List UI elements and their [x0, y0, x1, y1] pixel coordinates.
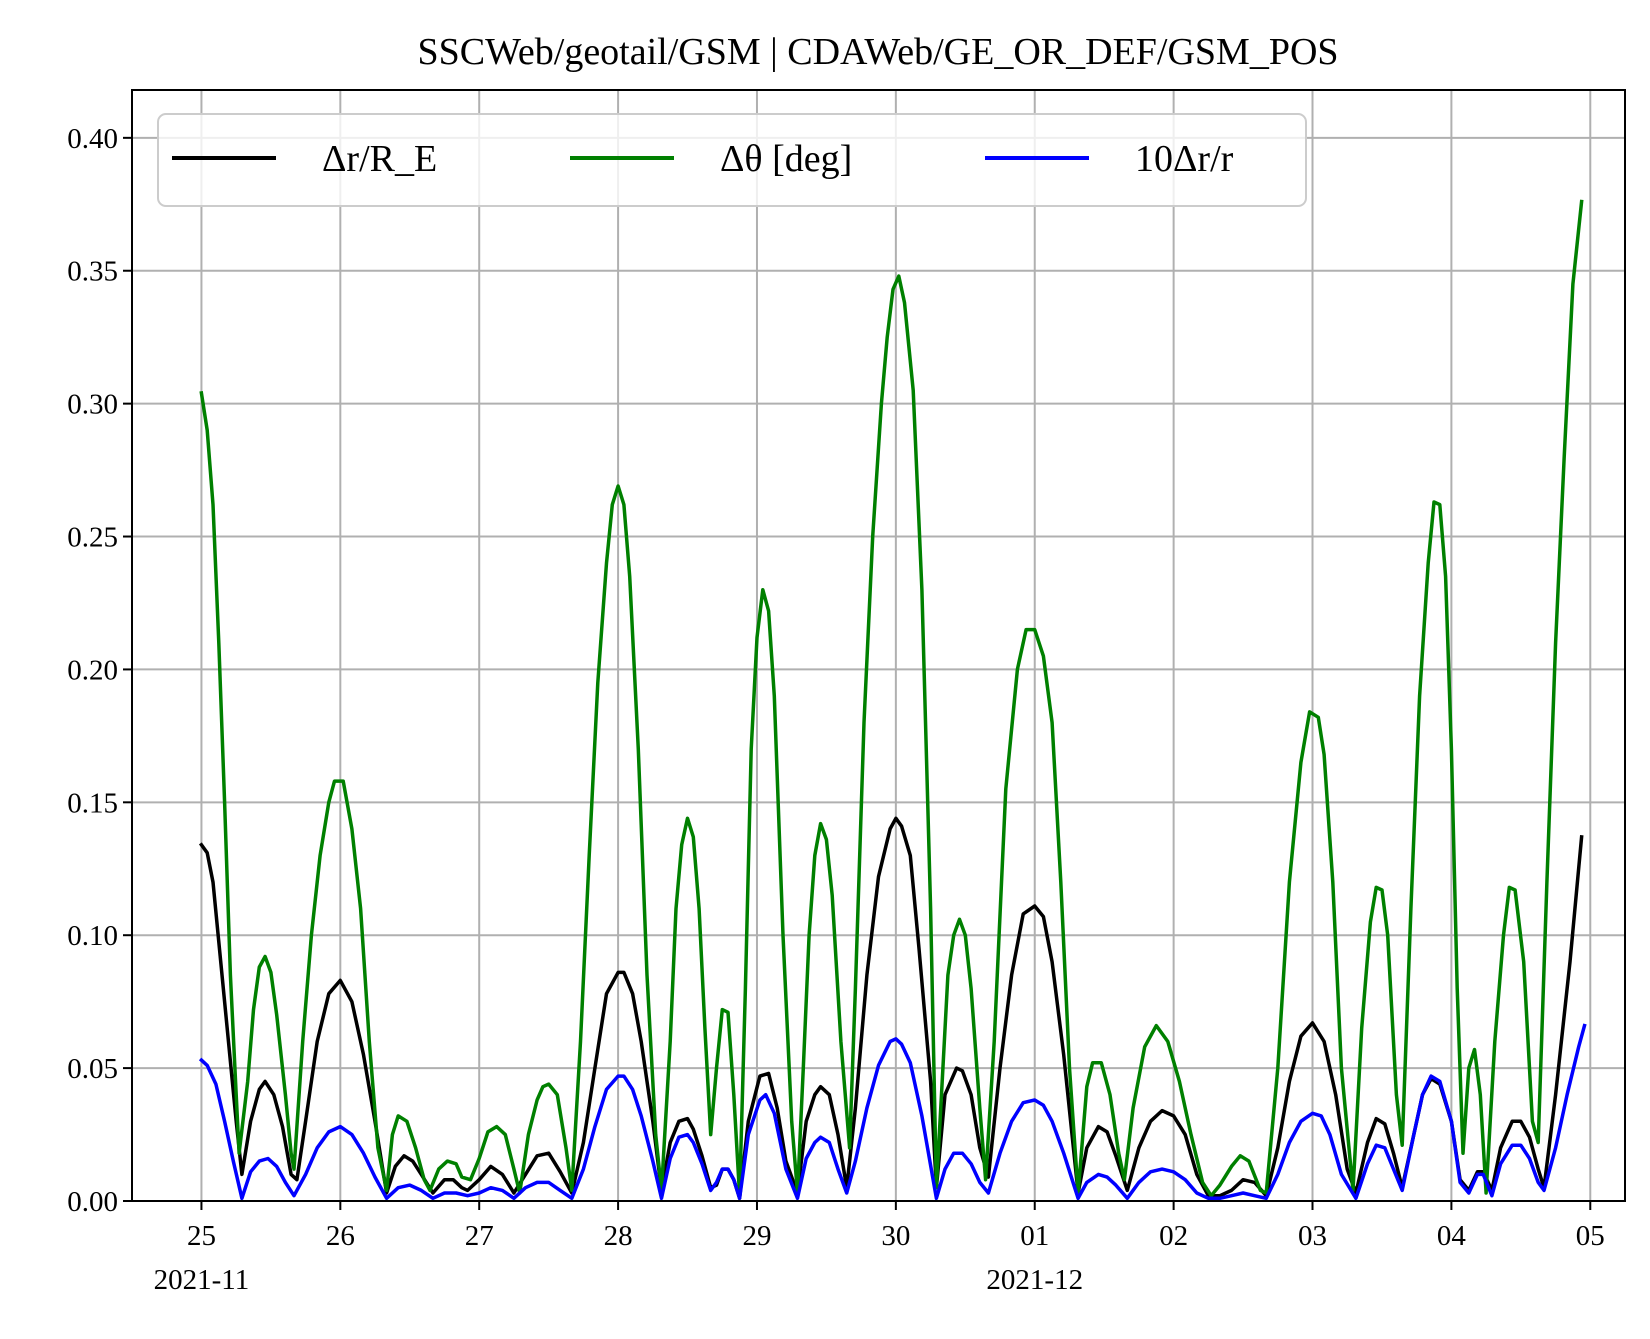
y-tick-label: 0.05: [67, 1053, 118, 1085]
series-layer: [198, 199, 1587, 1201]
x-tick-label: 29: [742, 1220, 771, 1252]
x-tick-label: 01: [1020, 1220, 1049, 1252]
legend-label-3: 10Δr/r: [1135, 138, 1234, 180]
legend-label-2: Δθ [deg]: [720, 138, 852, 180]
x-tick-label: 26: [326, 1220, 355, 1252]
y-tick-label: 0.25: [67, 522, 118, 554]
y-tick-label: 0.40: [67, 123, 118, 155]
y-tick-label: 0.30: [67, 389, 118, 421]
legend: Δr/R_E Δθ [deg] 10Δr/r: [157, 113, 1307, 207]
y-tick-label: 0.15: [67, 787, 118, 819]
x-tick-sublabel: 2021-12: [986, 1264, 1083, 1296]
y-tick-label: 0.20: [67, 654, 118, 686]
series-line-1: [198, 816, 1584, 1201]
y-tick-label: 0.35: [67, 256, 118, 288]
x-axis: 25 2021-11 26 27 28 29 30 01 2021-12 02 03 04 05: [154, 1201, 1605, 1296]
x-tick-sublabel: 2021-11: [154, 1264, 250, 1296]
y-tick-label: 0.10: [67, 920, 118, 952]
legend-box: [157, 113, 1307, 207]
x-tick-label: 25: [187, 1220, 216, 1252]
legend-label-1: Δr/R_E: [322, 138, 437, 180]
grid: [132, 90, 1625, 1202]
y-tick-label: 0.00: [67, 1186, 118, 1218]
x-tick-label: 04: [1437, 1220, 1467, 1252]
plot-frame: [131, 89, 1626, 1202]
x-tick-label: 30: [881, 1220, 910, 1252]
x-tick-label: 02: [1159, 1220, 1188, 1252]
x-tick-label: 27: [465, 1220, 494, 1252]
series-line-3: [198, 1023, 1587, 1201]
x-tick-label: 28: [604, 1220, 633, 1252]
y-axis: 0.00 0.05 0.10 0.15 0.20 0.25 0.30 0.35 0.40: [67, 123, 132, 1218]
x-tick-label: 05: [1576, 1220, 1605, 1252]
x-tick-label: 03: [1298, 1220, 1327, 1252]
chart-title: SSCWeb/geotail/GSM | CDAWeb/GE_OR_DEF/GS…: [417, 31, 1338, 73]
series-line-2: [199, 199, 1584, 1198]
